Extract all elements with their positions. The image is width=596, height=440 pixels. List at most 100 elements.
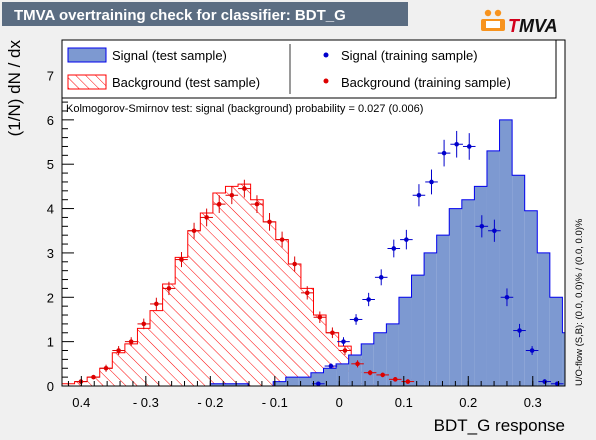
signal-test-bar — [373, 332, 387, 386]
signal-train-point — [391, 246, 397, 251]
y-tick-label: 1 — [47, 335, 54, 350]
legend-signal-test-swatch — [67, 47, 107, 63]
y-tick-label: 4 — [47, 202, 54, 217]
background-train-point — [304, 290, 310, 296]
background-train-point — [367, 370, 373, 375]
background-train-point — [267, 219, 272, 225]
y-tick-label: 5 — [47, 157, 54, 172]
x-tick-label: 0.2 — [459, 395, 477, 410]
signal-train-point — [316, 381, 321, 386]
signal-test-bar — [210, 383, 223, 386]
legend-signal-train-label: Signal (training sample) — [341, 48, 478, 63]
x-axis-title: BDT_G response — [434, 416, 565, 435]
logo-t: T — [508, 16, 521, 36]
legend: Signal (test sample) Background (test sa… — [61, 39, 557, 99]
background-test-bar — [263, 221, 276, 386]
background-test-bar — [212, 193, 226, 386]
overflow-text: U/O-flow (S,B): (0.0, 0.0)% / (0.0, 0.0)… — [574, 218, 585, 386]
signal-test-outline — [209, 119, 565, 386]
background-train-point — [179, 257, 184, 262]
background-train-point — [229, 192, 235, 198]
signal-test-bar — [588, 384, 596, 386]
background-train-point — [380, 372, 385, 378]
signal-train-point — [416, 192, 422, 198]
signal-test-bar — [398, 297, 412, 386]
y-tick-label: 2 — [47, 290, 54, 305]
background-train-point — [292, 261, 297, 267]
x-tick-label: 0.3 — [524, 395, 542, 410]
background-test-bar — [99, 368, 113, 386]
background-test-bar — [175, 257, 188, 386]
background-train-point — [279, 237, 285, 242]
signal-train-point — [404, 237, 409, 242]
logo-figure-icon — [481, 9, 505, 31]
signal-test-bar — [298, 377, 311, 386]
signal-test-bar — [512, 175, 525, 386]
y-tick-label: 6 — [47, 113, 54, 128]
background-train-point — [242, 186, 247, 191]
background-test-bar — [137, 328, 151, 386]
signal-test-bar — [424, 252, 437, 386]
signal-test-bar — [562, 332, 565, 386]
background-train-point — [91, 374, 96, 380]
legend-background-test-swatch — [67, 74, 107, 90]
background-train-point — [116, 348, 121, 353]
background-train-point — [216, 201, 222, 207]
background-test-bar — [288, 264, 301, 386]
legend-signal-train-marker — [323, 52, 329, 58]
signal-train-point — [492, 228, 497, 234]
background-test-bar — [187, 230, 201, 386]
background-test-bar — [250, 199, 264, 386]
legend-background-train-label: Background (training sample) — [341, 75, 511, 90]
signal-test-bar — [474, 186, 487, 386]
y-tick-label: 0 — [47, 379, 54, 394]
x-tick-label: 0.4 — [72, 395, 90, 410]
background-test-bar — [112, 352, 125, 386]
signal-test-bar — [549, 297, 563, 386]
y-tick-label: 3 — [47, 246, 54, 261]
signal-train-point — [341, 339, 346, 344]
signal-test-bar — [486, 150, 500, 386]
signal-test-bar — [235, 383, 249, 386]
signal-train-point — [366, 297, 371, 302]
signal-test-bar — [310, 372, 324, 386]
title-banner — [2, 2, 408, 26]
legend-background-test-label: Background (test sample) — [112, 75, 260, 90]
y-axis-title: (1/N) dN / dx — [5, 40, 24, 137]
signal-train-point — [479, 224, 485, 229]
background-train-point — [355, 361, 360, 367]
signal-test-bar — [285, 377, 299, 386]
legend-background-train-marker — [323, 78, 329, 84]
background-train-point — [405, 379, 411, 384]
signal-train-point — [466, 144, 472, 149]
signal-train-point — [378, 275, 384, 280]
signal-test-bar — [537, 252, 550, 386]
background-train-point — [141, 321, 147, 327]
background-train-point — [128, 339, 134, 344]
signal-test-bar — [524, 210, 538, 386]
background-train-point — [392, 377, 398, 382]
background-train-point — [191, 228, 197, 234]
background-test-bar — [300, 288, 314, 386]
background-test-bar — [162, 283, 176, 386]
background-test-bar — [225, 186, 239, 386]
signal-test-bar — [411, 275, 425, 386]
background-test-bar — [313, 315, 327, 386]
background-test-bar — [238, 184, 251, 386]
signal-train-point — [441, 150, 447, 156]
background-test-bar — [124, 343, 138, 386]
signal-train-point — [454, 141, 459, 147]
background-train-point — [317, 314, 323, 320]
signal-train-point — [504, 294, 510, 300]
signal-test-bar — [273, 381, 286, 386]
signal-train-point — [353, 317, 359, 322]
signal-test-bar — [499, 119, 513, 386]
background-test-bar — [275, 239, 289, 386]
y-tick-label: 7 — [47, 68, 54, 83]
background-train-point — [342, 348, 348, 353]
signal-train-point — [517, 328, 522, 333]
logo-text: TMVA — [508, 16, 558, 36]
background-test-bar — [150, 310, 163, 386]
signal-test-bar — [336, 363, 349, 386]
